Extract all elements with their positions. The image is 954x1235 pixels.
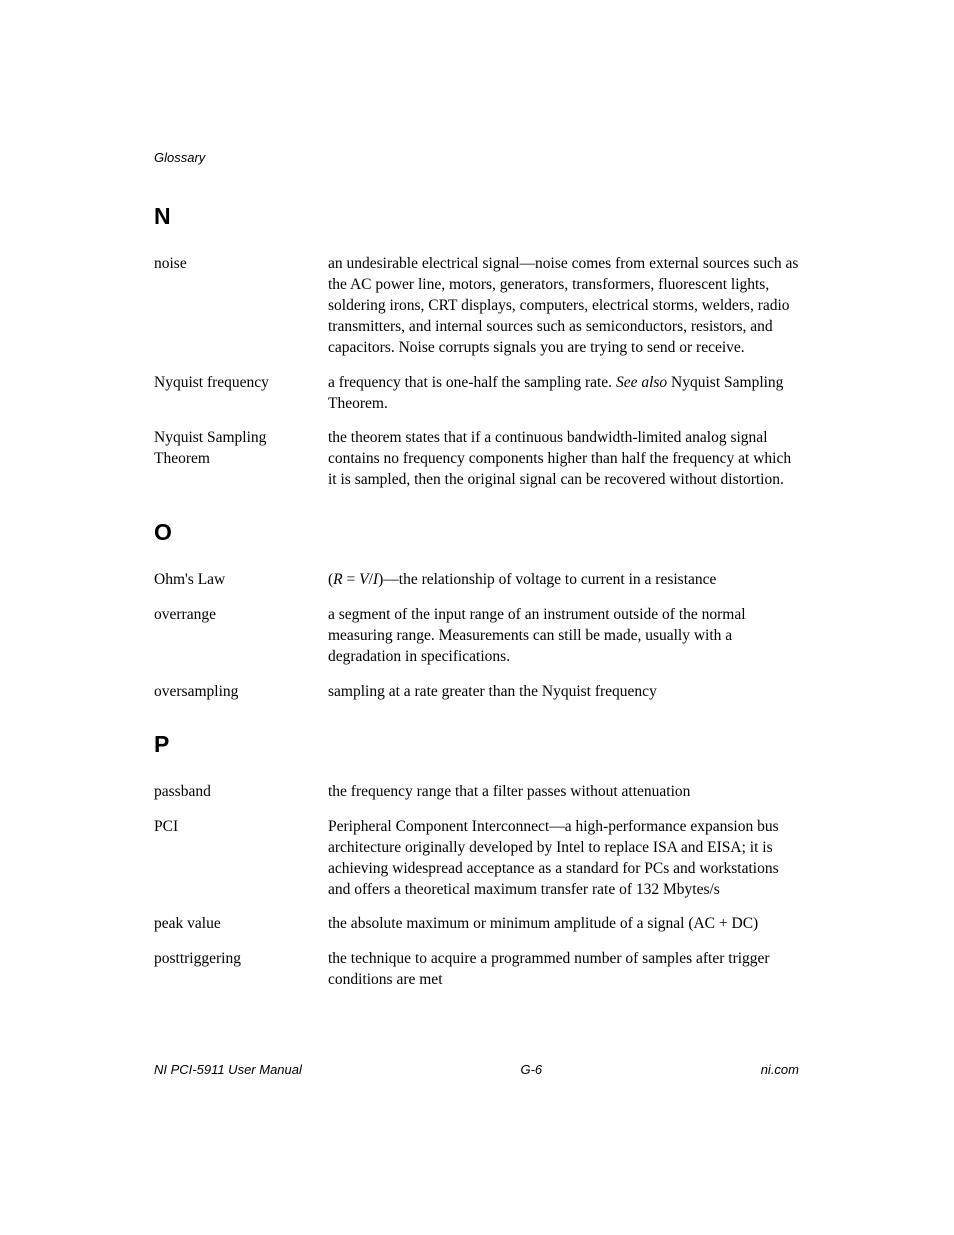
footer-right: ni.com [761,1062,799,1077]
footer-left: NI PCI-5911 User Manual [154,1062,302,1077]
see-also-text: See also [616,374,667,391]
glossary-entry-ohms-law: Ohm's Law (R = V/I)—the relationship of … [154,570,799,591]
glossary-entry-overrange: overrange a segment of the input range o… [154,605,799,668]
term-nyquist-theorem: Nyquist Sampling Theorem [154,428,328,491]
page-footer: NI PCI-5911 User Manual G-6 ni.com [154,1062,799,1077]
definition-posttriggering: the technique to acquire a programmed nu… [328,949,799,991]
section-letter-o: O [154,519,799,546]
glossary-entry-nyquist-theorem: Nyquist Sampling Theorem the theorem sta… [154,428,799,491]
glossary-page: Glossary N noise an undesirable electric… [0,0,954,991]
section-letter-p: P [154,731,799,758]
section-letter-n: N [154,203,799,230]
definition-peak-value: the absolute maximum or minimum amplitud… [328,914,799,935]
term-ohms-law: Ohm's Law [154,570,328,591]
term-overrange: overrange [154,605,328,668]
definition-pci: Peripheral Component Interconnect—a high… [328,817,799,901]
glossary-entry-pci: PCI Peripheral Component Interconnect—a … [154,817,799,901]
definition-overrange: a segment of the input range of an instr… [328,605,799,668]
glossary-entry-posttriggering: posttriggering the technique to acquire … [154,949,799,991]
term-nyquist-frequency: Nyquist frequency [154,373,328,415]
term-passband: passband [154,782,328,803]
glossary-entry-nyquist-frequency: Nyquist frequency a frequency that is on… [154,373,799,415]
definition-noise: an undesirable electrical signal—noise c… [328,254,799,359]
definition-passband: the frequency range that a filter passes… [328,782,799,803]
term-peak-value: peak value [154,914,328,935]
glossary-entry-peak-value: peak value the absolute maximum or minim… [154,914,799,935]
term-oversampling: oversampling [154,682,328,703]
definition-oversampling: sampling at a rate greater than the Nyqu… [328,682,799,703]
definition-ohms-law: (R = V/I)—the relationship of voltage to… [328,570,799,591]
glossary-entry-noise: noise an undesirable electrical signal—n… [154,254,799,359]
term-posttriggering: posttriggering [154,949,328,991]
glossary-entry-oversampling: oversampling sampling at a rate greater … [154,682,799,703]
page-header: Glossary [154,150,799,165]
glossary-entry-passband: passband the frequency range that a filt… [154,782,799,803]
definition-nyquist-theorem: the theorem states that if a continuous … [328,428,799,491]
definition-nyquist-frequency: a frequency that is one-half the samplin… [328,373,799,415]
term-noise: noise [154,254,328,359]
footer-center: G-6 [520,1062,542,1077]
term-pci: PCI [154,817,328,901]
